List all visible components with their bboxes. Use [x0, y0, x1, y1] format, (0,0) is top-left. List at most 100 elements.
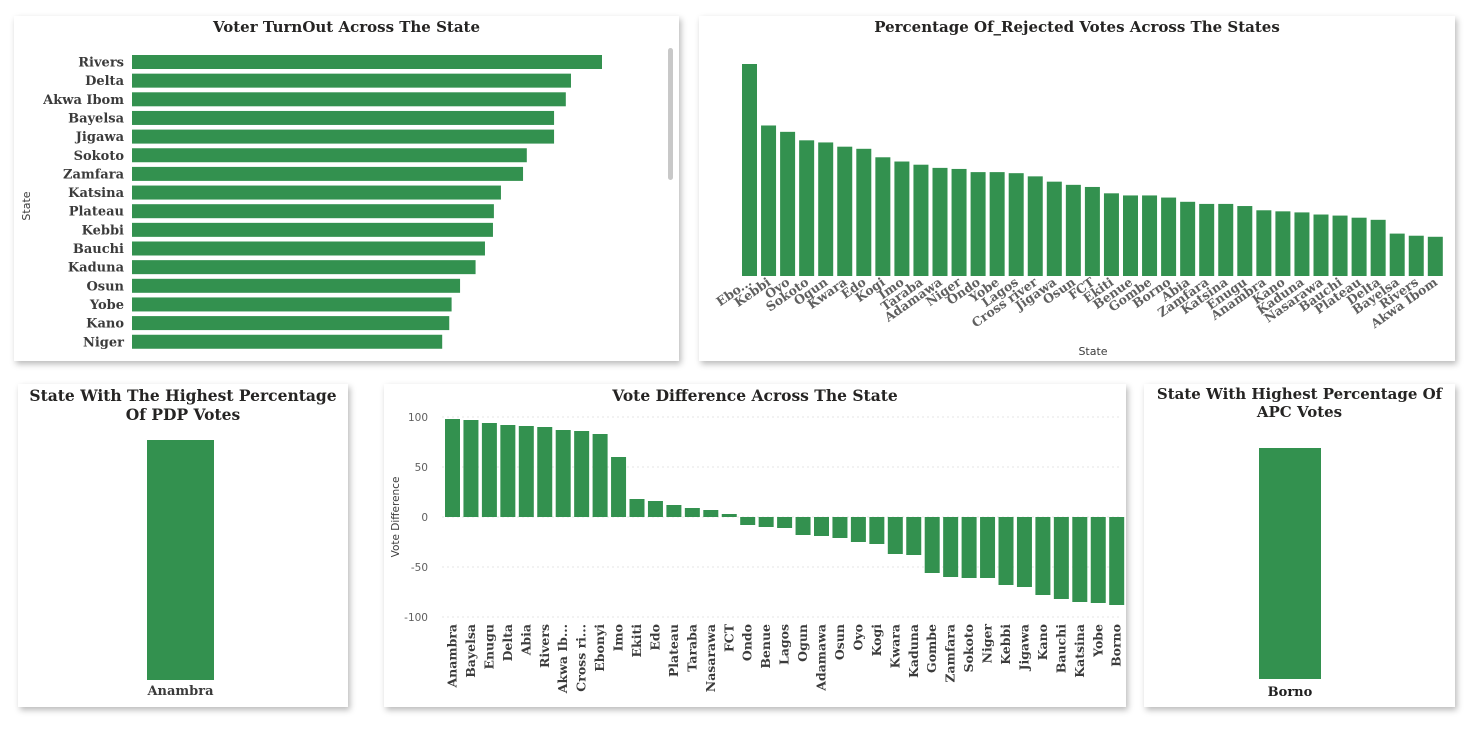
diff-category-label: Edo: [647, 624, 662, 651]
rejected-bar: [1180, 201, 1196, 276]
pdp-panel: State With The Highest Percentage Of PDP…: [18, 384, 348, 707]
diff-bar: [481, 423, 497, 517]
diff-category-label: Ondo: [740, 624, 755, 661]
diff-bar: [537, 427, 553, 517]
diff-bar: [445, 419, 460, 517]
rejected-bar: [837, 146, 853, 276]
diff-bar: [832, 517, 848, 538]
diff-bar: [906, 517, 922, 555]
rejected-bar: [1408, 235, 1424, 276]
diff-category-label: Benue: [758, 624, 773, 669]
diff-title: Vote Difference Across The State: [612, 386, 898, 405]
turnout-bar: [132, 260, 476, 275]
diff-bar: [758, 517, 774, 527]
diff-category-label: Adamawa: [814, 624, 829, 692]
diff-bar: [463, 420, 479, 517]
rejected-bar: [951, 168, 967, 276]
rejected-bar: [932, 167, 948, 276]
rejected-bar: [1389, 233, 1405, 276]
diff-category-label: Gombe: [924, 624, 939, 673]
diff-bar: [574, 431, 590, 517]
rejected-bar: [1103, 193, 1119, 276]
rejected-chart: Ebo...KebbiOyoSokotoOgunKwaraEdoKogiImoT…: [713, 64, 1443, 358]
rejected-bar: [875, 157, 891, 276]
diff-category-label: Sokoto: [961, 624, 976, 672]
diff-bar: [629, 499, 645, 517]
rejected-bar: [799, 140, 815, 276]
diff-category-label: Cross ri...: [574, 624, 589, 692]
turnout-category-label: Osun: [86, 279, 124, 294]
diff-y-tick-label: 0: [421, 512, 428, 524]
turnout-bar: [132, 241, 485, 256]
diff-category-label: Osun: [832, 624, 847, 660]
diff-bar: [777, 517, 793, 528]
diff-bar: [647, 501, 663, 517]
rejected-bar: [1027, 176, 1043, 276]
turnout-bar: [132, 110, 555, 125]
diff-category-label: Ebonyi: [592, 624, 607, 672]
diff-category-label: Borno: [1109, 624, 1124, 667]
diff-category-label: Niger: [980, 624, 995, 664]
rejected-bar: [780, 131, 796, 276]
diff-bar: [721, 514, 737, 517]
turnout-scrollbar[interactable]: [668, 48, 673, 180]
diff-category-label: Plateau: [666, 624, 681, 677]
diff-bar: [1016, 517, 1032, 587]
rejected-bar: [894, 161, 910, 276]
diff-y-tick-label: -100: [404, 612, 428, 624]
turnout-bar: [132, 166, 524, 181]
rejected-bar: [818, 142, 834, 276]
turnout-category-label: Rivers: [78, 56, 124, 71]
rejected-bar: [970, 172, 986, 276]
diff-category-label: Katsina: [1072, 624, 1087, 678]
diff-bar: [500, 425, 516, 517]
diff-category-label: Kogi: [869, 624, 884, 657]
diff-category-label: Kwara: [887, 624, 902, 668]
turnout-bar: [132, 129, 555, 144]
rejected-bar: [1313, 214, 1329, 276]
diff-category-label: Yobe: [1090, 624, 1105, 658]
diff-y-axis-label: Vote Difference: [390, 477, 402, 558]
turnout-category-label: Kaduna: [68, 261, 125, 276]
diff-bar: [611, 457, 627, 517]
diff-category-label: Kaduna: [906, 624, 921, 678]
diff-bar: [666, 505, 682, 517]
turnout-category-label: Bauchi: [73, 242, 124, 257]
diff-category-label: Akwa Ib...: [555, 624, 570, 694]
diff-bar: [592, 434, 608, 517]
diff-bar: [684, 508, 700, 517]
turnout-title: Voter TurnOut Across The State: [212, 18, 481, 36]
rejected-bar: [1065, 184, 1081, 276]
turnout-bar: [132, 73, 571, 88]
diff-category-label: Delta: [500, 624, 515, 661]
turnout-bar: [132, 297, 452, 312]
diff-category-label: Anambra: [445, 624, 460, 689]
diff-category-label: Nasarawa: [703, 624, 718, 692]
turnout-category-label: Yobe: [89, 298, 124, 313]
rejected-bar: [1084, 186, 1100, 276]
diff-bar: [924, 517, 940, 573]
turnout-bar: [132, 278, 461, 293]
diff-category-label: Bauchi: [1053, 624, 1068, 673]
rejected-x-axis-label: State: [1078, 345, 1107, 358]
diff-bar: [814, 517, 829, 536]
apc-chart: Borno: [1259, 448, 1321, 700]
turnout-bar: [132, 204, 494, 219]
rejected-bar: [1427, 236, 1443, 276]
turnout-panel: Voter TurnOut Across The State State Rive…: [14, 16, 679, 361]
diff-bar: [1109, 517, 1125, 605]
turnout-bar: [132, 92, 566, 107]
rejected-bar: [1142, 195, 1158, 276]
turnout-category-label: Kano: [86, 317, 124, 332]
diff-bar: [998, 517, 1014, 585]
diff-category-label: Ekiti: [629, 624, 644, 658]
diff-bar: [555, 430, 571, 517]
diff-bar: [518, 426, 534, 517]
diff-chart: 100 50 0 -50 -100 Vote Difference Anambra Bayel…: [390, 412, 1125, 694]
rejected-title: Percentage Of_Rejected Votes Across The …: [874, 18, 1280, 36]
diff-bar: [1090, 517, 1106, 603]
diff-category-label: Kebbi: [998, 624, 1013, 665]
diff-category-label: Lagos: [777, 624, 792, 665]
turnout-category-label: Niger: [83, 335, 124, 350]
turnout-category-label: Sokoto: [74, 149, 125, 164]
